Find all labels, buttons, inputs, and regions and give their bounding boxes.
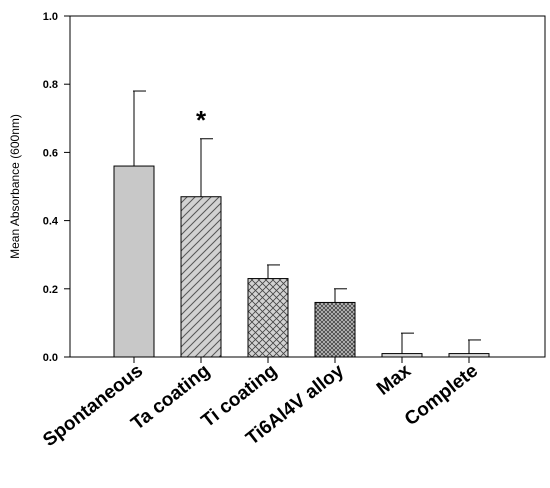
y-tick-label: 0.2 <box>43 284 58 296</box>
bar-complete <box>448 353 490 358</box>
bar-ti6al4v-alloy <box>314 301 356 358</box>
plot-frame <box>69 15 546 358</box>
bar-ta-coating <box>180 196 222 358</box>
bar-spontaneous <box>113 165 155 358</box>
axes: 0.0 0.2 0.4 0.6 0.8 1.0 Mean Absorbance (600nm… <box>8 11 546 364</box>
bar-ti-coating <box>247 278 289 358</box>
bars <box>113 90 490 358</box>
x-tick-label: Max <box>373 360 415 400</box>
x-tick-label: Spontaneous <box>39 360 147 451</box>
x-tick-label: Complete <box>401 360 482 430</box>
y-tick-label: 1.0 <box>43 11 58 23</box>
significance-annotation: * <box>196 105 207 135</box>
y-axis-label: Mean Absorbance (600nm) <box>8 114 22 259</box>
bar-max <box>381 353 423 358</box>
y-tick-label: 0.0 <box>43 352 58 364</box>
y-tick-label: 0.6 <box>43 147 58 159</box>
y-tick-label: 0.8 <box>43 79 58 91</box>
y-tick-label: 0.4 <box>43 216 59 228</box>
